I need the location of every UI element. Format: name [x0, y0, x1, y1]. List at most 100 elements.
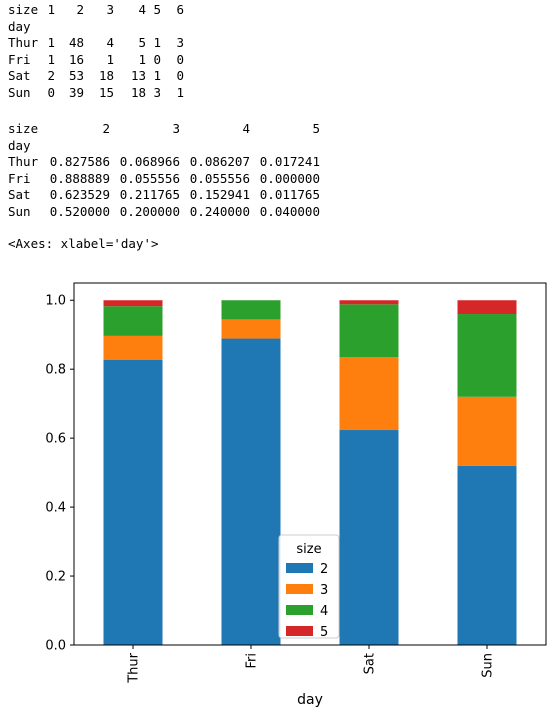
bar-segment — [339, 304, 399, 358]
column-header: 3 — [172, 121, 180, 136]
row-label: Sat — [8, 68, 31, 83]
column-header: 3 — [106, 2, 114, 17]
table-cell: 0.017241 — [259, 154, 320, 169]
size-pct-table: size 2 3 4 5 day Thur 0.827586 0.068966 0.086207 0… — [8, 121, 320, 220]
y-axis: 0.0 0.2 0.4 0.6 0.8 1.0 — [45, 294, 74, 654]
y-tick-label: 0.8 — [45, 363, 66, 378]
bar-segment — [457, 396, 517, 466]
bars-group — [103, 300, 517, 645]
table-cell: 0.011765 — [259, 187, 320, 202]
table-cell: 0.200000 — [119, 203, 180, 219]
table-cell: 1 — [176, 84, 184, 100]
table-cell: 18 — [130, 84, 146, 100]
index-name: day — [8, 137, 31, 153]
column-header: 4 — [242, 121, 250, 136]
table-cell: 0 — [176, 68, 184, 83]
bar-segment — [221, 338, 281, 645]
table-cell: 1 — [47, 51, 55, 67]
column-header: 6 — [176, 2, 184, 17]
table-cell: 0.000000 — [259, 170, 320, 186]
legend-entry-label: 3 — [320, 583, 328, 598]
table-cell: 0.827586 — [49, 154, 110, 169]
table-row: Thur 1 48 4 5 1 3 — [8, 35, 184, 52]
row-label: Sun — [8, 84, 31, 100]
y-tick-label: 0.4 — [45, 501, 66, 516]
x-tick-label: Thur — [127, 652, 142, 683]
table-cell: 0.623529 — [49, 187, 110, 202]
row-label: Sat — [8, 187, 31, 202]
table-cell: 16 — [68, 51, 84, 67]
x-tick-label: Fri — [245, 653, 260, 669]
table-row: Sun 0.520000 0.200000 0.240000 0.040000 — [8, 204, 320, 221]
row-label: Thur — [8, 35, 39, 50]
bar-segment — [103, 359, 163, 645]
table-row: Sat 2 53 18 13 1 0 — [8, 68, 184, 85]
bar-segment — [339, 430, 399, 645]
table-row: Thur 0.827586 0.068966 0.086207 0.017241 — [8, 154, 320, 171]
table-cell: 1 — [106, 51, 114, 67]
table-cell: 4 — [106, 35, 114, 50]
axes-repr-text: <Axes: xlabel='day'> — [8, 236, 159, 251]
axes-frame — [73, 282, 547, 646]
row-label: Fri — [8, 51, 31, 67]
legend-swatch — [286, 563, 313, 573]
table-row: Sun 0 39 15 18 3 1 — [8, 85, 184, 102]
legend-swatch — [286, 605, 313, 615]
table-cell: 0 — [47, 84, 55, 100]
table-cell: 15 — [98, 84, 114, 100]
table-cell: 3 — [153, 84, 161, 100]
table-cell: 5 — [138, 35, 146, 50]
table-cell: 1 — [138, 51, 146, 67]
bar-segment — [103, 306, 163, 336]
table-row: Sat 0.623529 0.211765 0.152941 0.011765 — [8, 187, 320, 204]
table-cell: 18 — [98, 68, 114, 83]
size-count-table: size 1 2 3 4 5 6 day Thur 1 48 4 5 1 3 Fri 1 16 1 1 0 0 Sat 2 53… — [8, 2, 184, 101]
table-cell: 0.040000 — [259, 203, 320, 219]
index-name-row: day — [8, 138, 320, 155]
y-tick-label: 1.0 — [45, 294, 66, 309]
table-cell: 1 — [153, 68, 161, 83]
table-cell: 0.055556 — [189, 170, 250, 186]
table-cell: 3 — [176, 35, 184, 50]
stacked-bar-chart: 0.0 0.2 0.4 0.6 0.8 1.0 Thur Fri Sat Sun day siz… — [45, 282, 547, 708]
legend: size 2 3 4 5 — [278, 534, 340, 640]
legend-title: size — [296, 542, 321, 557]
table-cell: 39 — [68, 84, 84, 100]
legend-entry-label: 4 — [320, 604, 328, 619]
legend-entry-label: 2 — [320, 562, 328, 577]
index-name-row: day — [8, 19, 184, 36]
row-label: Thur — [8, 154, 39, 169]
table-row: Fri 0.888889 0.055556 0.055556 0.000000 — [8, 171, 320, 188]
table-header-row: size 2 3 4 5 — [8, 121, 320, 138]
table-cell: 0.520000 — [49, 203, 110, 219]
legend-swatch — [286, 584, 313, 594]
table-cell: 0.888889 — [49, 170, 110, 186]
bar-segment — [339, 357, 399, 431]
columns-name: size — [8, 2, 39, 17]
table-cell: 0.055556 — [119, 170, 180, 186]
bar-segment — [221, 300, 281, 320]
bar-segment — [457, 314, 517, 397]
table-cell: 1 — [47, 35, 55, 50]
table-cell: 0.086207 — [189, 154, 250, 169]
column-header: 1 — [47, 2, 55, 17]
table-cell: 0.152941 — [189, 187, 250, 202]
table-cell: 48 — [68, 35, 84, 50]
table-cell: 53 — [68, 68, 84, 83]
table-header-row: size 1 2 3 4 5 6 — [8, 2, 184, 19]
bar-segment — [339, 300, 399, 305]
table-cell: 0.211765 — [119, 187, 180, 202]
legend-swatch — [286, 626, 313, 636]
bar-segment — [457, 465, 517, 645]
x-axis-label: day — [297, 692, 323, 708]
y-tick-label: 0.6 — [45, 432, 66, 447]
table-cell: 0.240000 — [189, 203, 250, 219]
table-cell: 0.068966 — [119, 154, 180, 169]
column-header: 2 — [76, 2, 84, 17]
y-tick-label: 0.0 — [45, 639, 66, 654]
bar-segment — [103, 300, 163, 307]
columns-name: size — [8, 121, 39, 136]
bar-segment — [221, 319, 281, 339]
table-cell: 1 — [153, 35, 161, 50]
x-axis: Thur Fri Sat Sun — [127, 645, 496, 684]
